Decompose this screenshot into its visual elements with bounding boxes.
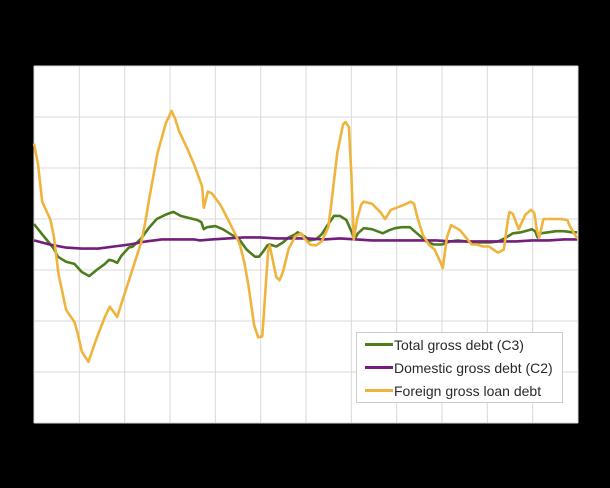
series-line-1-domestic-gross-debt-c2- — [33, 236, 578, 250]
legend-label-foreign: Foreign gross loan debt — [394, 382, 542, 399]
series-lines — [32, 109, 579, 364]
series-line-2-foreign-gross-loan-debt — [32, 109, 579, 364]
legend-label-total-c3: Total gross debt (C3) — [394, 336, 524, 353]
legend-swatch-total-c3-icon — [365, 343, 393, 346]
legend-item-domestic-c2: Domestic gross debt (C2) — [365, 356, 562, 379]
legend-item-foreign: Foreign gross loan debt — [365, 379, 562, 402]
legend-item-total-c3: Total gross debt (C3) — [365, 333, 562, 356]
legend: Total gross debt (C3) Domestic gross deb… — [356, 332, 563, 403]
legend-label-domestic-c2: Domestic gross debt (C2) — [394, 359, 553, 376]
gridlines — [33, 65, 579, 424]
legend-swatch-foreign-icon — [365, 389, 393, 392]
legend-swatch-domestic-c2-icon — [365, 366, 393, 369]
